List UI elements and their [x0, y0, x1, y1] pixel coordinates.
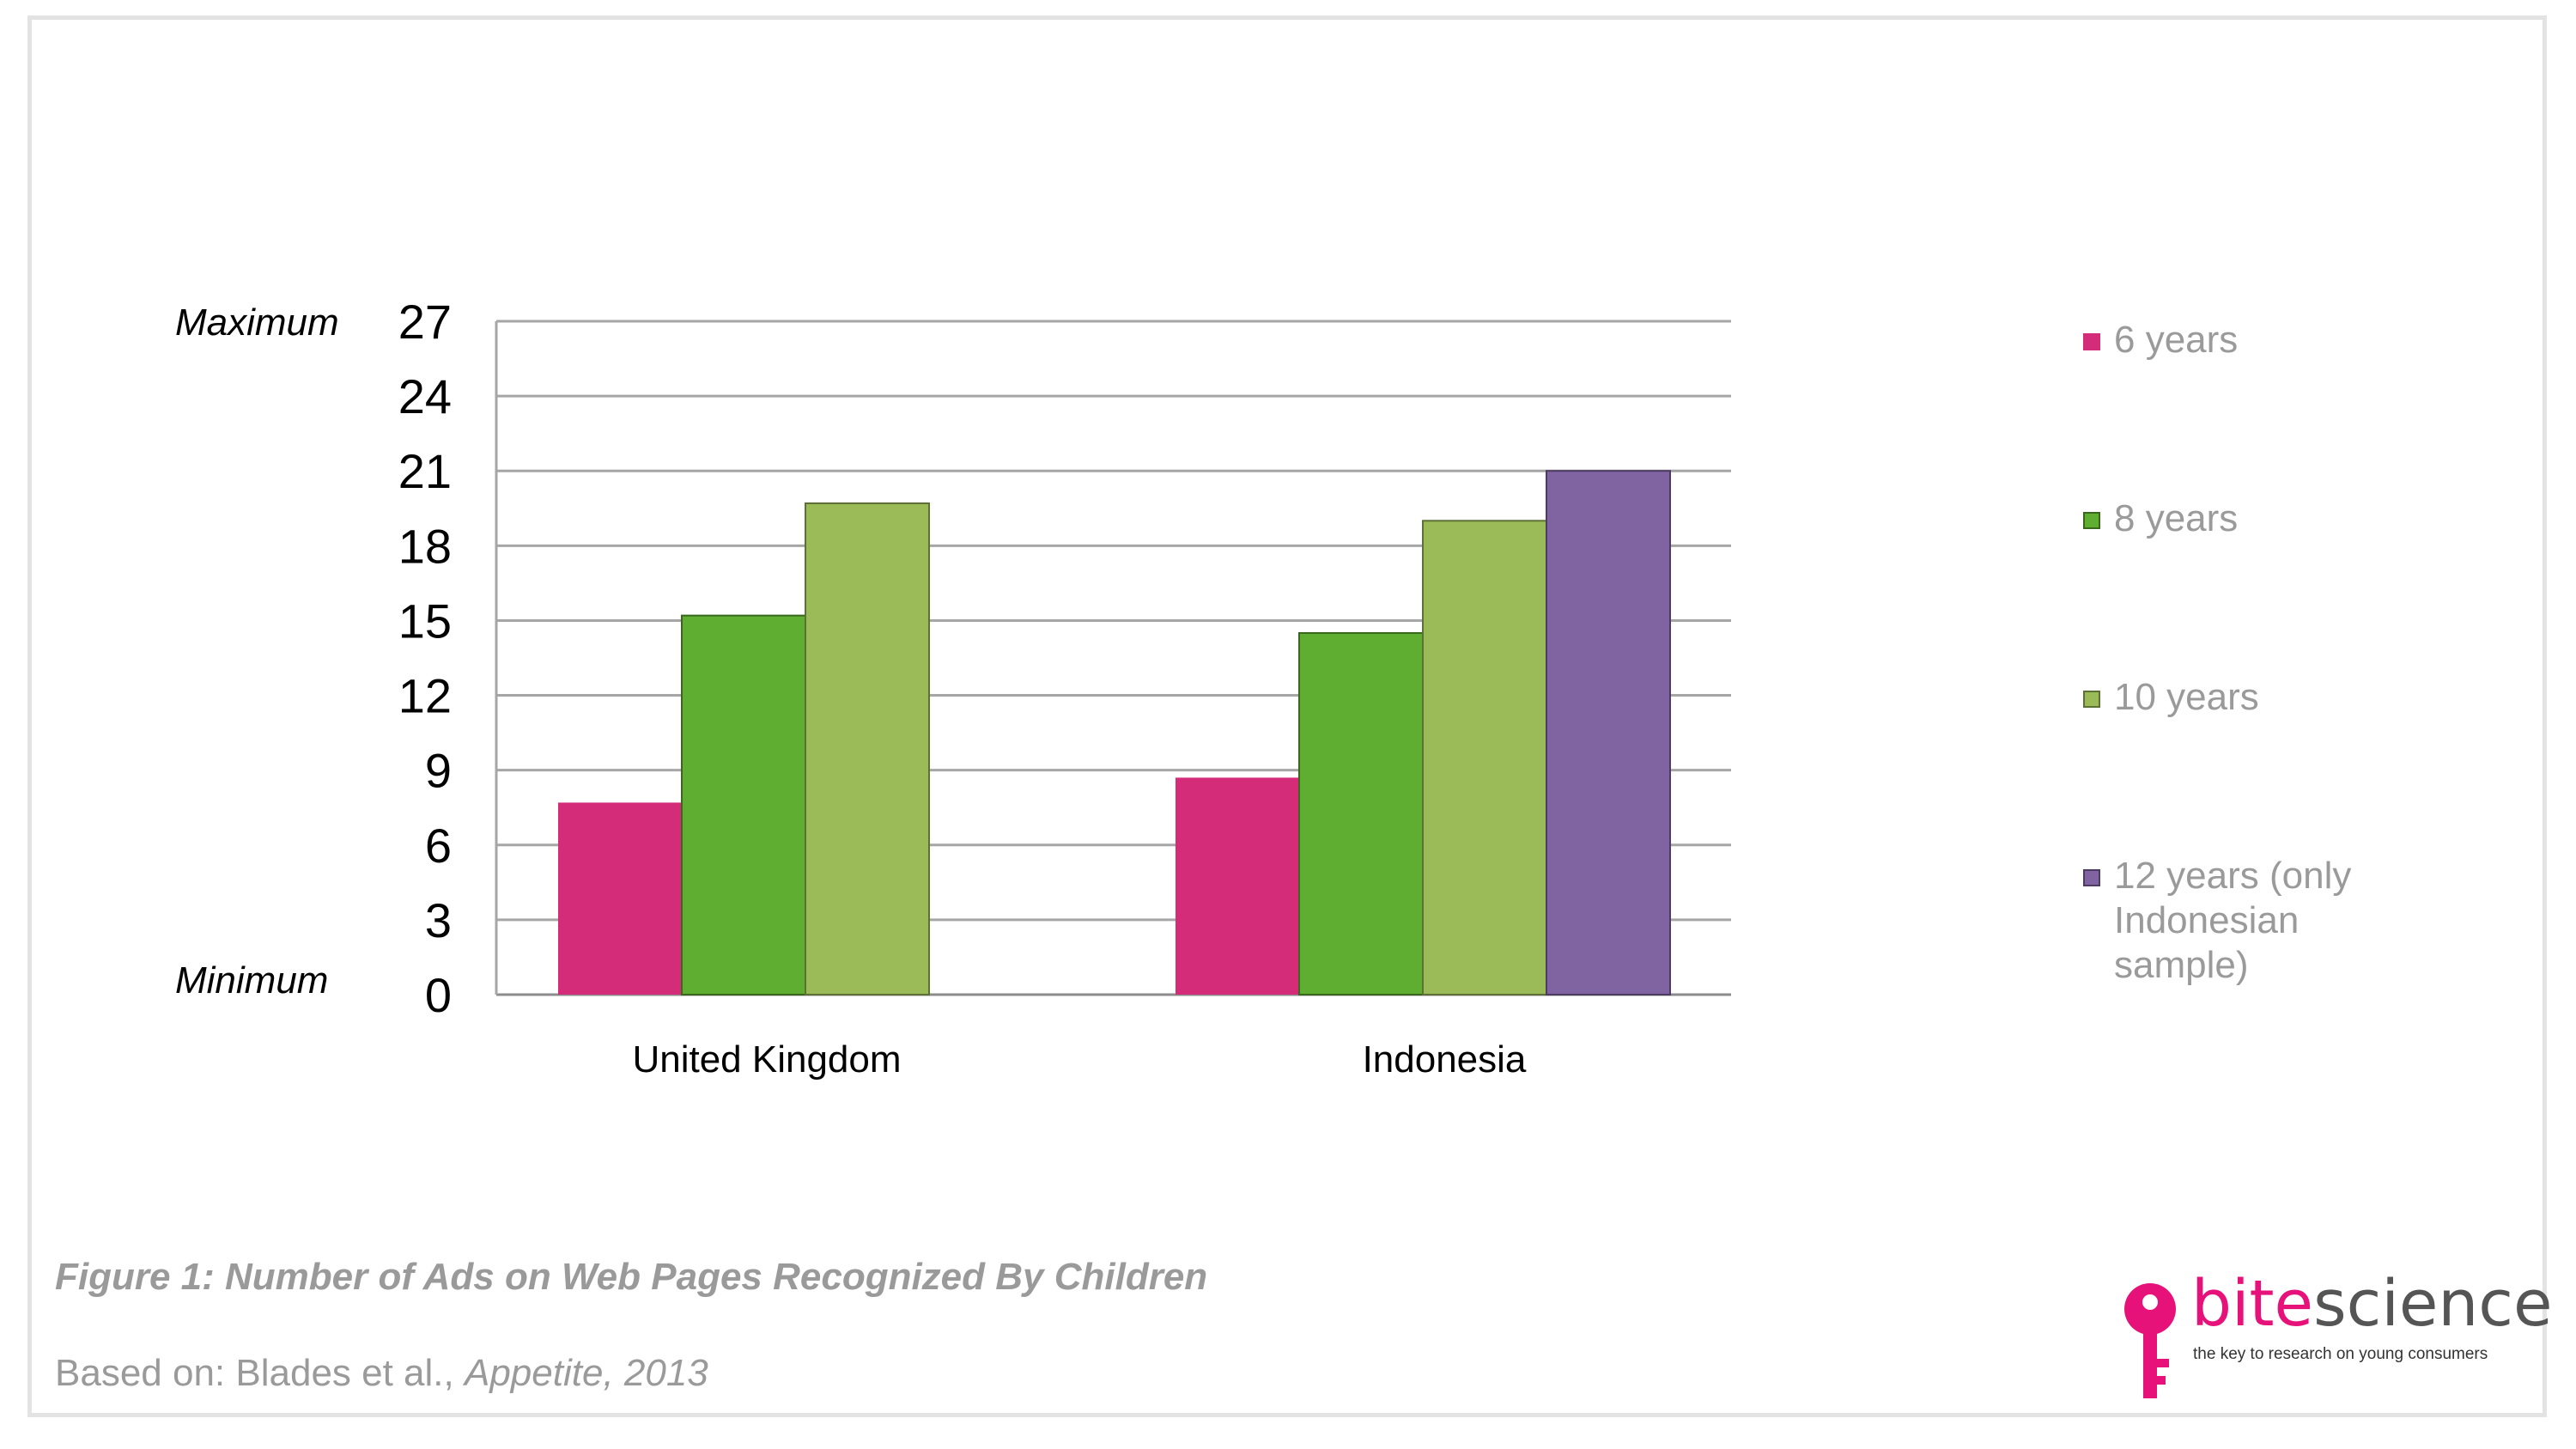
bar-10-years-united-kingdom [805, 502, 930, 995]
key-icon [2124, 1283, 2176, 1398]
bar-8-years-united-kingdom [681, 614, 806, 995]
y-tick-label: 27 [398, 295, 452, 349]
y-tick-label: 6 [425, 819, 452, 873]
chart-frame [27, 15, 2547, 1417]
y-annotation-min: Minimum [175, 959, 328, 1002]
legend-label-line: 12 years (only [2114, 855, 2352, 897]
legend-label-line: 6 years [2114, 319, 2239, 361]
bar-6-years-indonesia [1176, 777, 1299, 995]
bar-12-years-only-indonesian-sample-indonesia [1546, 470, 1671, 995]
logo-tagline: the key to research on young consumers [2193, 1345, 2488, 1363]
y-tick-label: 21 [398, 444, 452, 498]
source-journal: Appetite, 2013 [464, 1352, 708, 1394]
bar-8-years-indonesia [1298, 631, 1424, 995]
y-tick-label: 9 [425, 744, 452, 798]
legend-label-line: 8 years [2114, 497, 2239, 539]
logo-bite: bite [2191, 1267, 2314, 1341]
legend-label-line: Indonesian [2114, 899, 2300, 941]
y-tick-label: 15 [398, 594, 452, 648]
x-tick-label: Indonesia [1363, 1038, 1527, 1081]
bar-6-years-united-kingdom [558, 802, 682, 995]
y-tick-label: 3 [425, 893, 452, 947]
y-tick-label: 18 [398, 519, 452, 573]
source-citation: Based on: Blades et al., Appetite, 2013 [55, 1352, 708, 1395]
legend-label: 8 years [2114, 496, 2423, 541]
figure-caption: Figure 1: Number of Ads on Web Pages Rec… [55, 1256, 1208, 1298]
legend-label-line: 10 years [2114, 676, 2259, 718]
legend-label: 12 years (only Indonesian sample) [2114, 854, 2423, 988]
source-prefix: Based on: Blades et al., [55, 1352, 465, 1394]
legend-label: 10 years [2114, 675, 2423, 720]
logo-science: science [2313, 1267, 2553, 1341]
bar-10-years-indonesia [1422, 520, 1547, 995]
legend-swatch [2083, 512, 2100, 529]
legend-swatch [2083, 869, 2100, 886]
legend-label-line: sample) [2114, 944, 2249, 986]
y-tick-label: 0 [425, 968, 452, 1022]
legend-swatch [2083, 691, 2100, 708]
y-tick-label: 12 [398, 669, 452, 723]
y-tick-label: 24 [398, 369, 452, 423]
legend-label: 6 years [2114, 318, 2423, 362]
x-tick-label: United Kingdom [632, 1038, 901, 1081]
bitescience-logo: bitescience the key to research on young… [2121, 1269, 2553, 1398]
logo-wordmark: bitescience [2191, 1269, 2553, 1338]
y-annotation-max: Maximum [175, 301, 339, 344]
legend-swatch [2083, 333, 2100, 350]
